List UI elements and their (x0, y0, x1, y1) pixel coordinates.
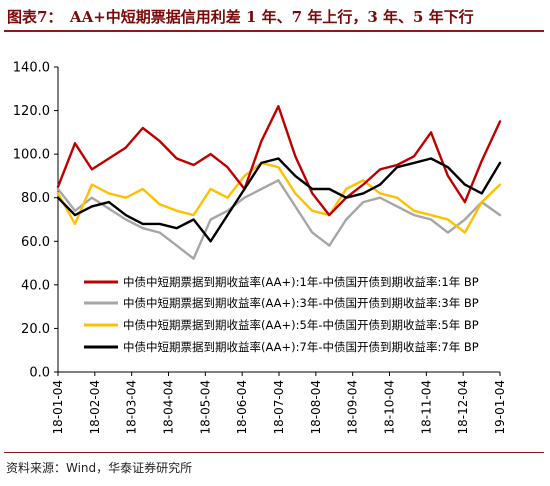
legend-item: 中债中短期票据到期收益率(AA+):1年-中债国开债到期收益率:1年 BP (84, 275, 479, 289)
series-line-2 (56, 179, 502, 260)
legend-label: 中债中短期票据到期收益率(AA+):5年-中债国开债到期收益率:5年 BP (123, 318, 479, 332)
legend: 中债中短期票据到期收益率(AA+):1年-中债国开债到期收益率:1年 BP 中债中… (84, 275, 479, 354)
series-line-1 (56, 104, 502, 217)
source-note: 资料来源：Wind，华泰证券研究所 (6, 461, 193, 475)
x-axis: 18-01-04 18-02-04 18-03-04 18-04-04 18-05-04… (51, 371, 507, 434)
x-tick-label: 18-04-04 (162, 380, 176, 434)
legend-item: 中债中短期票据到期收益率(AA+):7年-中债国开债到期收益率:7年 BP (84, 340, 479, 354)
x-tick-label: 18-09-04 (346, 380, 360, 434)
y-tick-label: 140.0 (13, 61, 50, 76)
y-ticks: 0.0 20.0 40.0 60.0 80.0 100.0 120.0 140.0 (13, 61, 58, 381)
legend-item: 中债中短期票据到期收益率(AA+):3年-中债国开债到期收益率:3年 BP (84, 296, 479, 310)
x-ticks: 18-01-04 18-02-04 18-03-04 18-04-04 18-05-04… (51, 372, 507, 434)
x-tick-label: 18-12-04 (456, 380, 470, 434)
plot-lines (56, 104, 502, 260)
y-tick-label: 20.0 (21, 322, 50, 337)
x-tick-label: 18-05-04 (198, 380, 212, 434)
x-tick-label: 19-01-04 (493, 380, 507, 434)
series-line-4 (56, 157, 502, 243)
y-tick-label: 120.0 (13, 104, 50, 119)
legend-label: 中债中短期票据到期收益率(AA+):1年-中债国开债到期收益率:1年 BP (123, 275, 479, 289)
y-tick-label: 80.0 (21, 191, 50, 206)
x-tick-label: 18-10-04 (383, 380, 397, 434)
x-tick-label: 18-03-04 (125, 380, 139, 434)
x-tick-label: 18-06-04 (235, 380, 249, 434)
x-tick-label: 18-02-04 (88, 380, 102, 434)
source-divider (4, 452, 544, 453)
series-line-3 (56, 161, 502, 234)
y-axis: 0.0 20.0 40.0 60.0 80.0 100.0 120.0 140.0 (13, 61, 59, 381)
x-tick-label: 18-01-04 (51, 380, 65, 434)
y-tick-label: 0.0 (29, 366, 50, 381)
legend-label: 中债中短期票据到期收益率(AA+):7年-中债国开债到期收益率:7年 BP (123, 340, 479, 354)
y-tick-label: 40.0 (21, 278, 50, 293)
figure-title: 图表7： AA+中短期票据信用利差 1 年、7 年上行，3 年、5 年下行 (7, 8, 474, 26)
y-tick-label: 100.0 (13, 148, 50, 163)
line-chart: 0.0 20.0 40.0 60.0 80.0 100.0 120.0 140.0 18-01… (13, 61, 507, 435)
legend-label: 中债中短期票据到期收益率(AA+):3年-中债国开债到期收益率:3年 BP (123, 296, 479, 310)
title-divider (4, 30, 544, 32)
legend-item: 中债中短期票据到期收益率(AA+):5年-中债国开债到期收益率:5年 BP (84, 318, 479, 332)
x-tick-label: 18-08-04 (309, 380, 323, 434)
x-tick-label: 18-07-04 (272, 380, 286, 434)
x-tick-label: 18-11-04 (419, 380, 433, 434)
y-tick-label: 60.0 (21, 235, 50, 250)
